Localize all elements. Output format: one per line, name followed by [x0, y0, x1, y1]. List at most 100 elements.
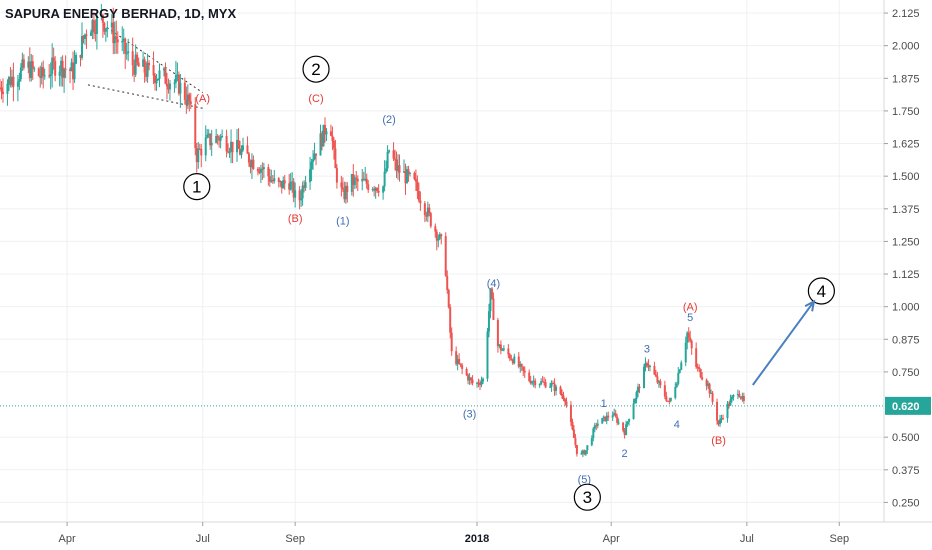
candle-body: [301, 185, 304, 199]
candle-body: [492, 298, 495, 320]
candle-body: [103, 22, 106, 32]
candle-body: [52, 57, 55, 62]
candle-body: [446, 275, 449, 291]
candle-body: [12, 76, 15, 87]
candle-body: [575, 444, 578, 455]
candle-body: [63, 68, 66, 78]
wave-label: (5): [578, 474, 591, 486]
candle-body: [481, 378, 484, 382]
candle-body: [455, 351, 458, 365]
candle-body: [742, 396, 745, 401]
time-axis[interactable]: Apr Jul Sep 2018 Apr Jul Sep: [0, 521, 932, 550]
candle-body: [291, 181, 294, 183]
candle-body: [614, 413, 617, 417]
candle-body: [632, 403, 635, 419]
candle-body: [206, 134, 209, 138]
candle-body: [298, 190, 301, 201]
candle-body: [625, 424, 628, 436]
candle-body: [634, 399, 637, 404]
candle-body: [300, 198, 303, 201]
candle-body: [89, 32, 92, 36]
candle-body: [80, 35, 83, 58]
candle-body: [236, 139, 239, 153]
candle-body: [231, 141, 234, 153]
candle-body: [1, 91, 4, 95]
x-tick-label: Jul: [740, 533, 754, 545]
candle-body: [124, 38, 127, 54]
candle-body: [376, 188, 379, 192]
candle-body: [28, 61, 31, 78]
candle-body: [404, 171, 407, 184]
candle-body: [507, 348, 510, 355]
candle-body: [51, 57, 54, 75]
candle-body: [143, 59, 146, 73]
candle-body: [218, 138, 221, 141]
candle-body: [572, 429, 575, 438]
candle-body: [241, 145, 244, 150]
candle-body: [113, 36, 116, 44]
candle-body: [131, 51, 134, 66]
candle-body: [58, 71, 61, 76]
candle-body: [382, 186, 385, 193]
candle-body: [258, 171, 261, 173]
candle-body: [353, 177, 356, 185]
candle-body: [49, 74, 52, 77]
candle-body: [550, 383, 553, 387]
candle-body: [414, 178, 417, 182]
candle-body: [528, 372, 531, 381]
candle-body: [365, 178, 368, 185]
candle-body: [487, 311, 490, 332]
candle-body: [164, 68, 167, 84]
candle-body: [127, 51, 130, 54]
candle-body: [174, 75, 177, 83]
candle-body: [440, 234, 443, 237]
candle-body: [335, 168, 338, 183]
y-tick-label: 1.375: [892, 204, 920, 216]
wave-label: 4: [674, 419, 680, 431]
wave-label-circled: 2: [311, 60, 320, 79]
candle-body: [490, 288, 493, 299]
candle-body: [678, 369, 681, 373]
candle-body: [221, 135, 224, 137]
candle-body: [502, 348, 505, 350]
candle-body: [730, 396, 733, 400]
candle-body: [637, 386, 640, 392]
candle-body: [470, 377, 473, 380]
candle-body: [395, 159, 398, 171]
candle-body: [167, 86, 170, 90]
x-tick-label: Sep: [829, 533, 849, 545]
candle-body: [329, 131, 332, 136]
candle-body: [157, 78, 160, 81]
candle-body: [522, 366, 525, 371]
candle-body: [459, 363, 462, 366]
candle-body: [668, 400, 671, 402]
candle-body: [717, 420, 720, 425]
candle-body: [426, 207, 429, 217]
candle-body: [604, 416, 607, 422]
candle-body: [386, 151, 389, 169]
candle-body: [355, 177, 358, 179]
candle-body: [83, 34, 86, 40]
candle-body: [565, 401, 568, 405]
candle-body: [85, 34, 88, 36]
candle-body: [91, 20, 94, 33]
candle-body: [616, 416, 619, 423]
candle-body: [54, 61, 57, 76]
candle-body: [239, 148, 242, 155]
candle-body: [727, 403, 730, 406]
candle-body: [332, 141, 335, 149]
last-price-box: [885, 396, 931, 415]
candle-body: [642, 366, 645, 389]
wave-label: (1): [336, 216, 349, 228]
candle-body: [654, 374, 657, 377]
candle-body: [707, 383, 710, 386]
candle-body: [665, 396, 668, 401]
candle-body: [227, 151, 230, 153]
candle-body: [106, 27, 109, 29]
candle-body: [383, 171, 386, 187]
candles: [0, 4, 745, 458]
price-axis[interactable]: 2.125 2.000 1.875 1.750 1.625 1.500 1.375 1.250…: [883, 0, 932, 550]
candle-body: [571, 421, 574, 430]
candle-body: [273, 178, 276, 182]
